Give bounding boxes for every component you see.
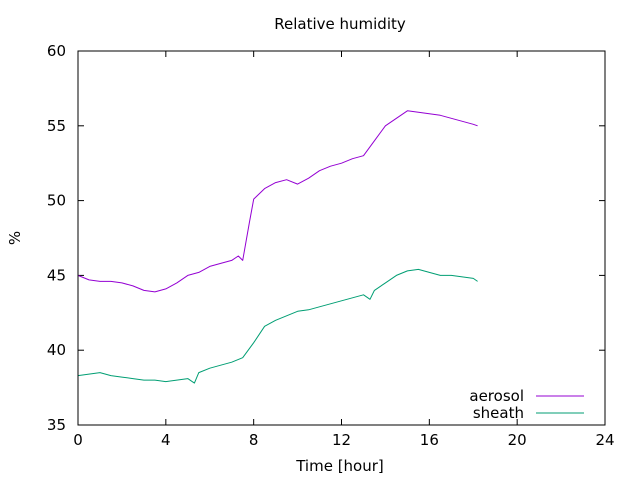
plot-frame [77,50,606,426]
y-tick-label: 45 [47,266,66,284]
chart-title: Relative humidity [274,15,406,33]
x-axis-label: Time [hour] [295,457,384,475]
x-tick-label: 16 [420,431,439,449]
x-tick-label: 0 [73,431,83,449]
axis-ticks: 35 40 45 50 55 60 0 4 8 12 16 20 24 [47,42,615,449]
x-tick-label: 8 [249,431,259,449]
y-tick-label: 50 [47,192,66,210]
y-tick-label: 35 [47,416,66,434]
y-tick-label: 40 [47,341,66,359]
series-group [77,110,478,384]
x-tick-label: 20 [508,431,527,449]
y-axis-label: % [6,231,24,245]
y-tick-label: 60 [47,42,66,60]
series-line-sheath [77,268,478,384]
legend-label-aerosol: aerosol [469,387,524,405]
legend-label-sheath: sheath [473,404,524,422]
x-tick-label: 12 [332,431,351,449]
x-tick-label: 24 [595,431,614,449]
series-line-aerosol [77,110,478,293]
x-tick-label: 4 [161,431,171,449]
y-tick-label: 55 [47,117,66,135]
